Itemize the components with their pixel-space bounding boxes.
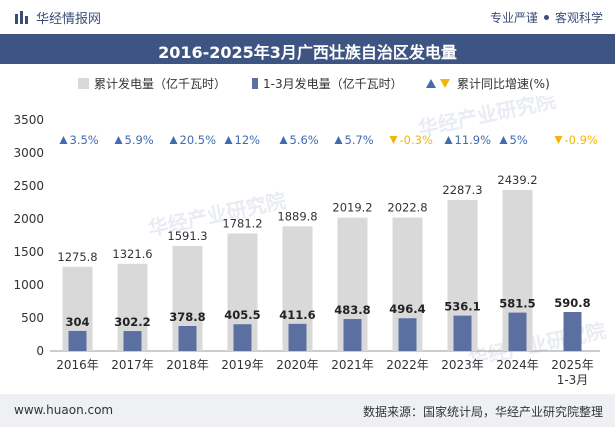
bar-q1-label: 496.4	[389, 302, 425, 316]
x-tick-label: 2019年	[221, 358, 264, 372]
growth-up-marker	[279, 136, 288, 144]
slogan-2: 客观科学	[554, 11, 603, 25]
bar-total-label: 1321.6	[112, 247, 152, 261]
y-tick-label: 2500	[13, 179, 44, 193]
legend-swatch-q1	[252, 78, 258, 89]
top-bar: 华经情报网 专业严谨 客观科学	[0, 0, 615, 34]
growth-label: 20.5%	[180, 133, 217, 147]
bar-q1-label: 536.1	[444, 300, 480, 314]
legend-label-q1: 1-3月发电量（亿千瓦时）	[263, 77, 403, 91]
y-tick-label: 3000	[13, 146, 44, 160]
x-tick-label: 2021年	[331, 358, 374, 372]
bar-q1-label: 483.8	[334, 303, 370, 317]
growth-label: 12%	[235, 133, 261, 147]
bar-q1	[233, 324, 252, 351]
x-tick-label: 2016年	[56, 358, 99, 372]
bullet-dot-icon	[543, 15, 549, 20]
footer-url: www.huaon.com	[14, 403, 114, 417]
growth-label: 11.9%	[455, 133, 492, 147]
growth-up-marker	[444, 136, 453, 144]
y-tick-label: 2000	[13, 212, 44, 226]
x-tick-label: 2025年	[551, 358, 594, 372]
growth-down-marker	[554, 136, 563, 144]
x-tick-label: 2020年	[276, 358, 319, 372]
bar-total-label: 1591.3	[167, 229, 207, 243]
bar-q1-label: 304	[65, 315, 89, 329]
bar-total-label: 2439.2	[497, 173, 537, 187]
bar-q1-label: 405.5	[224, 308, 260, 322]
growth-up-marker	[59, 136, 68, 144]
labels-layer: 1275.8 304 3.5% 2016年 1321.6 302.2 5.9% 2017年 15…	[56, 133, 598, 387]
growth-label: 5.9%	[125, 133, 154, 147]
brand: 华经情报网	[14, 8, 101, 27]
bar-q1	[178, 325, 197, 351]
growth-label: 5.6%	[290, 133, 319, 147]
legend: 累计发电量（亿千瓦时） 1-3月发电量（亿千瓦时） 累计同比增速(%)	[0, 72, 615, 94]
growth-label: -0.3%	[400, 133, 433, 147]
x-tick-label: 2017年	[111, 358, 154, 372]
footer-source: 数据来源：国家统计局，华经产业研究院整理	[362, 405, 603, 419]
legend-label-total: 累计发电量（亿千瓦时）	[94, 77, 227, 91]
bar-total-label: 1275.8	[57, 250, 97, 264]
footer: www.huaon.com 数据来源：国家统计局，华经产业研究院整理	[0, 394, 615, 427]
y-tick-label: 3500	[13, 113, 44, 127]
y-tick-label: 1500	[13, 245, 44, 259]
growth-label: -0.9%	[565, 133, 598, 147]
bar-q1	[68, 330, 87, 351]
bar-q1-label: 302.2	[114, 315, 150, 329]
tagline: 专业严谨 客观科学	[490, 9, 603, 26]
y-tick-label: 500	[21, 311, 44, 325]
growth-up-marker	[114, 136, 123, 144]
x-tick-label: 2022年	[386, 358, 429, 372]
bar-q1-label: 590.8	[554, 296, 590, 310]
x-tick-label: 2024年	[496, 358, 539, 372]
slogan-1: 专业严谨	[489, 11, 538, 25]
growth-down-marker	[389, 136, 398, 144]
bar-q1	[398, 318, 417, 351]
growth-label: 3.5%	[70, 133, 99, 147]
bar-q1-label: 581.5	[499, 297, 535, 311]
brand-name: 华经情报网	[36, 12, 102, 27]
x-tick-label: 2018年	[166, 358, 209, 372]
legend-swatch-total	[78, 78, 89, 89]
bar-q1	[563, 312, 582, 351]
growth-up-marker	[499, 136, 508, 144]
x-tick-label: 2023年	[441, 358, 484, 372]
bar-q1	[343, 319, 362, 351]
legend-item-total: 累计发电量（亿千瓦时）	[78, 75, 226, 92]
title-bar: 2016-2025年3月广西壮族自治区发电量	[0, 34, 615, 64]
bars-layer	[62, 190, 582, 351]
bar-total-label: 2022.8	[387, 200, 427, 214]
growth-up-marker	[334, 136, 343, 144]
growth-label: 5%	[510, 133, 528, 147]
bar-total-label: 1889.8	[277, 209, 317, 223]
growth-label: 5.7%	[345, 133, 374, 147]
legend-label-growth: 累计同比增速(%)	[457, 77, 550, 91]
bar-q1	[453, 315, 472, 351]
legend-growth-triangles-icon	[426, 79, 450, 88]
bar-total-label: 2019.2	[332, 201, 372, 215]
legend-item-q1: 1-3月发电量（亿千瓦时）	[252, 75, 403, 92]
legend-item-growth: 累计同比增速(%)	[426, 75, 550, 92]
growth-up-marker	[169, 136, 178, 144]
bar-q1	[508, 312, 527, 351]
growth-up-marker	[224, 136, 233, 144]
bar-q1	[288, 323, 307, 351]
bar-q1-label: 411.6	[279, 308, 315, 322]
bar-q1-label: 378.8	[169, 310, 205, 324]
bar-total-label: 1781.2	[222, 216, 262, 230]
bar-q1	[123, 331, 142, 351]
x-tick-label: 1-3月	[557, 373, 589, 387]
chart-title: 2016-2025年3月广西壮族自治区发电量	[158, 43, 457, 62]
y-tick-label: 0	[36, 344, 44, 358]
bar-total-label: 2287.3	[442, 183, 482, 197]
logo-icon	[15, 10, 28, 24]
y-tick-label: 1000	[13, 278, 44, 292]
